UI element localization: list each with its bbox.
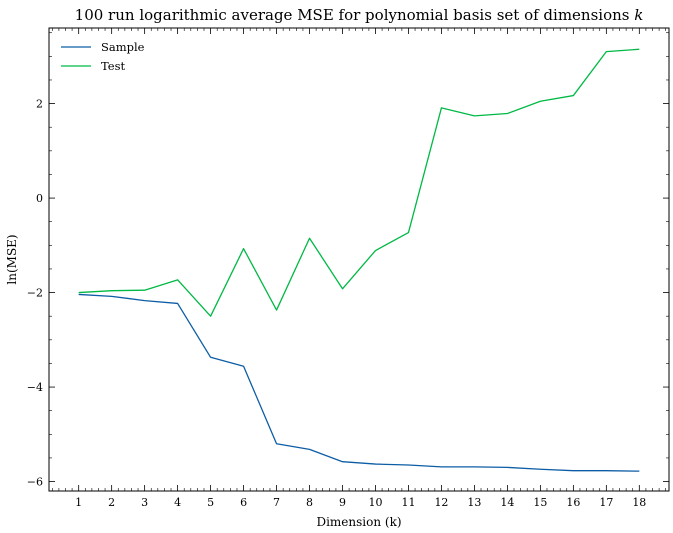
x-tick-label: 4 [174,496,181,509]
x-tick-label: 14 [500,496,514,509]
y-tick-label: −4 [27,381,43,394]
axes-frame [48,27,670,492]
plot-area: 1 2 3 4 5 6 7 8 9 10 11 12 13 14 15 16 17 18−6−4−202 [27,27,670,509]
x-tick-label: 8 [306,496,313,509]
x-tick-label: 6 [240,496,247,509]
x-tick-label: 15 [533,496,547,509]
x-tick-label: 3 [141,496,148,509]
x-tick-label: 10 [368,496,382,509]
x-tick-label: 18 [632,496,646,509]
x-tick-label: 7 [273,496,280,509]
y-tick-label: 0 [36,192,43,205]
x-tick-label: 1 [75,496,82,509]
y-tick-label: 2 [36,98,43,111]
legend-label-sample: Sample [101,40,145,54]
chart-title: 100 run logarithmic average MSE for poly… [75,6,644,24]
y-tick-label: −6 [27,476,43,489]
x-tick-label: 2 [108,496,115,509]
x-tick-label: 12 [434,496,448,509]
legend: Sample Test [61,40,145,73]
y-tick-label: −2 [27,287,43,300]
series-line-test [78,48,640,317]
x-tick-label: 11 [401,496,415,509]
legend-item-test: Test [61,59,125,73]
x-axis-label: Dimension (k) [316,515,401,529]
x-tick-label: 5 [207,496,214,509]
x-tick-label: 17 [599,496,613,509]
series-line-sample [78,293,640,472]
chart-title-text: 100 run logarithmic average MSE for poly… [75,6,635,24]
legend-label-test: Test [101,59,125,73]
chart-title-math-symbol: k [634,6,643,24]
x-tick-label: 16 [566,496,580,509]
x-tick-label: 13 [467,496,481,509]
x-tick-label: 9 [339,496,346,509]
y-axis-label: ln(MSE) [5,234,19,284]
legend-item-sample: Sample [61,40,145,54]
